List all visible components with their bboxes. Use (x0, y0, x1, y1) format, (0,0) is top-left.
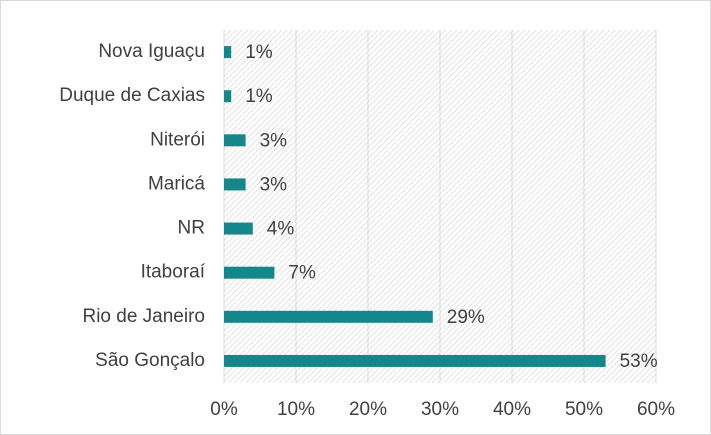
y-tick-label: Duque de Caxias (59, 85, 205, 106)
bar (224, 46, 232, 59)
x-tick-label: 50% (565, 399, 603, 420)
x-tick-label: 60% (637, 399, 675, 420)
bar (224, 222, 253, 235)
data-label: 7% (288, 263, 316, 284)
data-label: 3% (260, 130, 288, 151)
bar (224, 310, 433, 323)
x-tick-label: 20% (349, 399, 387, 420)
x-tick-label: 0% (210, 399, 238, 420)
x-tick-label: 40% (493, 399, 531, 420)
data-label: 1% (245, 42, 273, 63)
y-tick-label: NR (178, 218, 205, 239)
y-tick-label: Nova Iguaçu (98, 41, 205, 62)
bar (224, 178, 246, 191)
data-label: 1% (245, 86, 273, 107)
y-tick-label: São Gonçalo (95, 350, 205, 371)
data-label: 53% (620, 351, 658, 372)
bar (224, 90, 232, 103)
bar (224, 266, 275, 279)
bar (224, 354, 606, 367)
data-label: 4% (267, 219, 295, 240)
bar (224, 134, 246, 147)
x-tick-label: 30% (421, 399, 459, 420)
y-tick-label: Itaboraí (141, 262, 206, 283)
y-tick-label: Maricá (148, 173, 205, 194)
y-tick-label: Niterói (150, 129, 205, 150)
data-label: 3% (260, 174, 288, 195)
x-tick-label: 10% (277, 399, 315, 420)
data-label: 29% (447, 307, 485, 328)
y-tick-label: Rio de Janeiro (82, 306, 205, 327)
